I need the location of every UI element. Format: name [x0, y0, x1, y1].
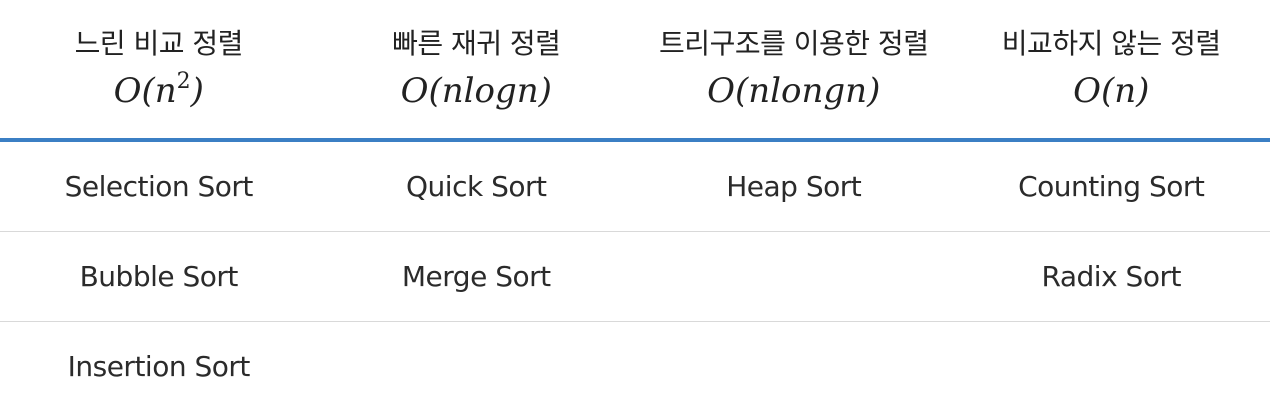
table-cell: Radix Sort: [953, 232, 1270, 322]
table-row: Selection Sort Quick Sort Heap Sort Coun…: [0, 140, 1270, 232]
table-row: Bubble Sort Merge Sort Radix Sort: [0, 232, 1270, 322]
table-cell: Quick Sort: [318, 140, 636, 232]
complexity-base: O(n: [114, 71, 177, 111]
table-body: Selection Sort Quick Sort Heap Sort Coun…: [0, 140, 1270, 411]
table-cell: [635, 232, 953, 322]
header-cell-non-comparison: 비교하지 않는 정렬 O(n): [953, 0, 1270, 140]
table-cell: Selection Sort: [0, 140, 318, 232]
header-cell-fast-recursive: 빠른 재귀 정렬 O(nlogn): [318, 0, 636, 140]
column-title: 비교하지 않는 정렬: [953, 27, 1270, 61]
complexity-base: O(nlogn): [401, 71, 552, 111]
column-title: 트리구조를 이용한 정렬: [635, 27, 953, 61]
table-cell: [318, 322, 636, 411]
table-cell: Counting Sort: [953, 140, 1270, 232]
complexity-exponent: 2: [177, 69, 191, 94]
table-cell: Insertion Sort: [0, 322, 318, 411]
table-cell: Bubble Sort: [0, 232, 318, 322]
header-row: 느린 비교 정렬 O(n2) 빠른 재귀 정렬 O(nlogn) 트리구조를 이…: [0, 0, 1270, 140]
header-cell-tree-based: 트리구조를 이용한 정렬 O(nlongn): [635, 0, 953, 140]
complexity-label: O(nlogn): [318, 71, 636, 111]
table-header: 느린 비교 정렬 O(n2) 빠른 재귀 정렬 O(nlogn) 트리구조를 이…: [0, 0, 1270, 140]
complexity-base: O(nlongn): [707, 71, 880, 111]
column-title: 빠른 재귀 정렬: [318, 27, 636, 61]
column-title: 느린 비교 정렬: [0, 27, 318, 61]
table-cell: [953, 322, 1270, 411]
table-row: Insertion Sort: [0, 322, 1270, 411]
complexity-end: ): [191, 71, 204, 111]
complexity-label: O(nlongn): [635, 71, 953, 111]
table-cell: [635, 322, 953, 411]
complexity-label: O(n2): [0, 71, 318, 111]
header-cell-slow-comparison: 느린 비교 정렬 O(n2): [0, 0, 318, 140]
complexity-label: O(n): [953, 71, 1270, 111]
table-cell: Merge Sort: [318, 232, 636, 322]
complexity-base: O(n): [1073, 71, 1149, 111]
table-cell: Heap Sort: [635, 140, 953, 232]
